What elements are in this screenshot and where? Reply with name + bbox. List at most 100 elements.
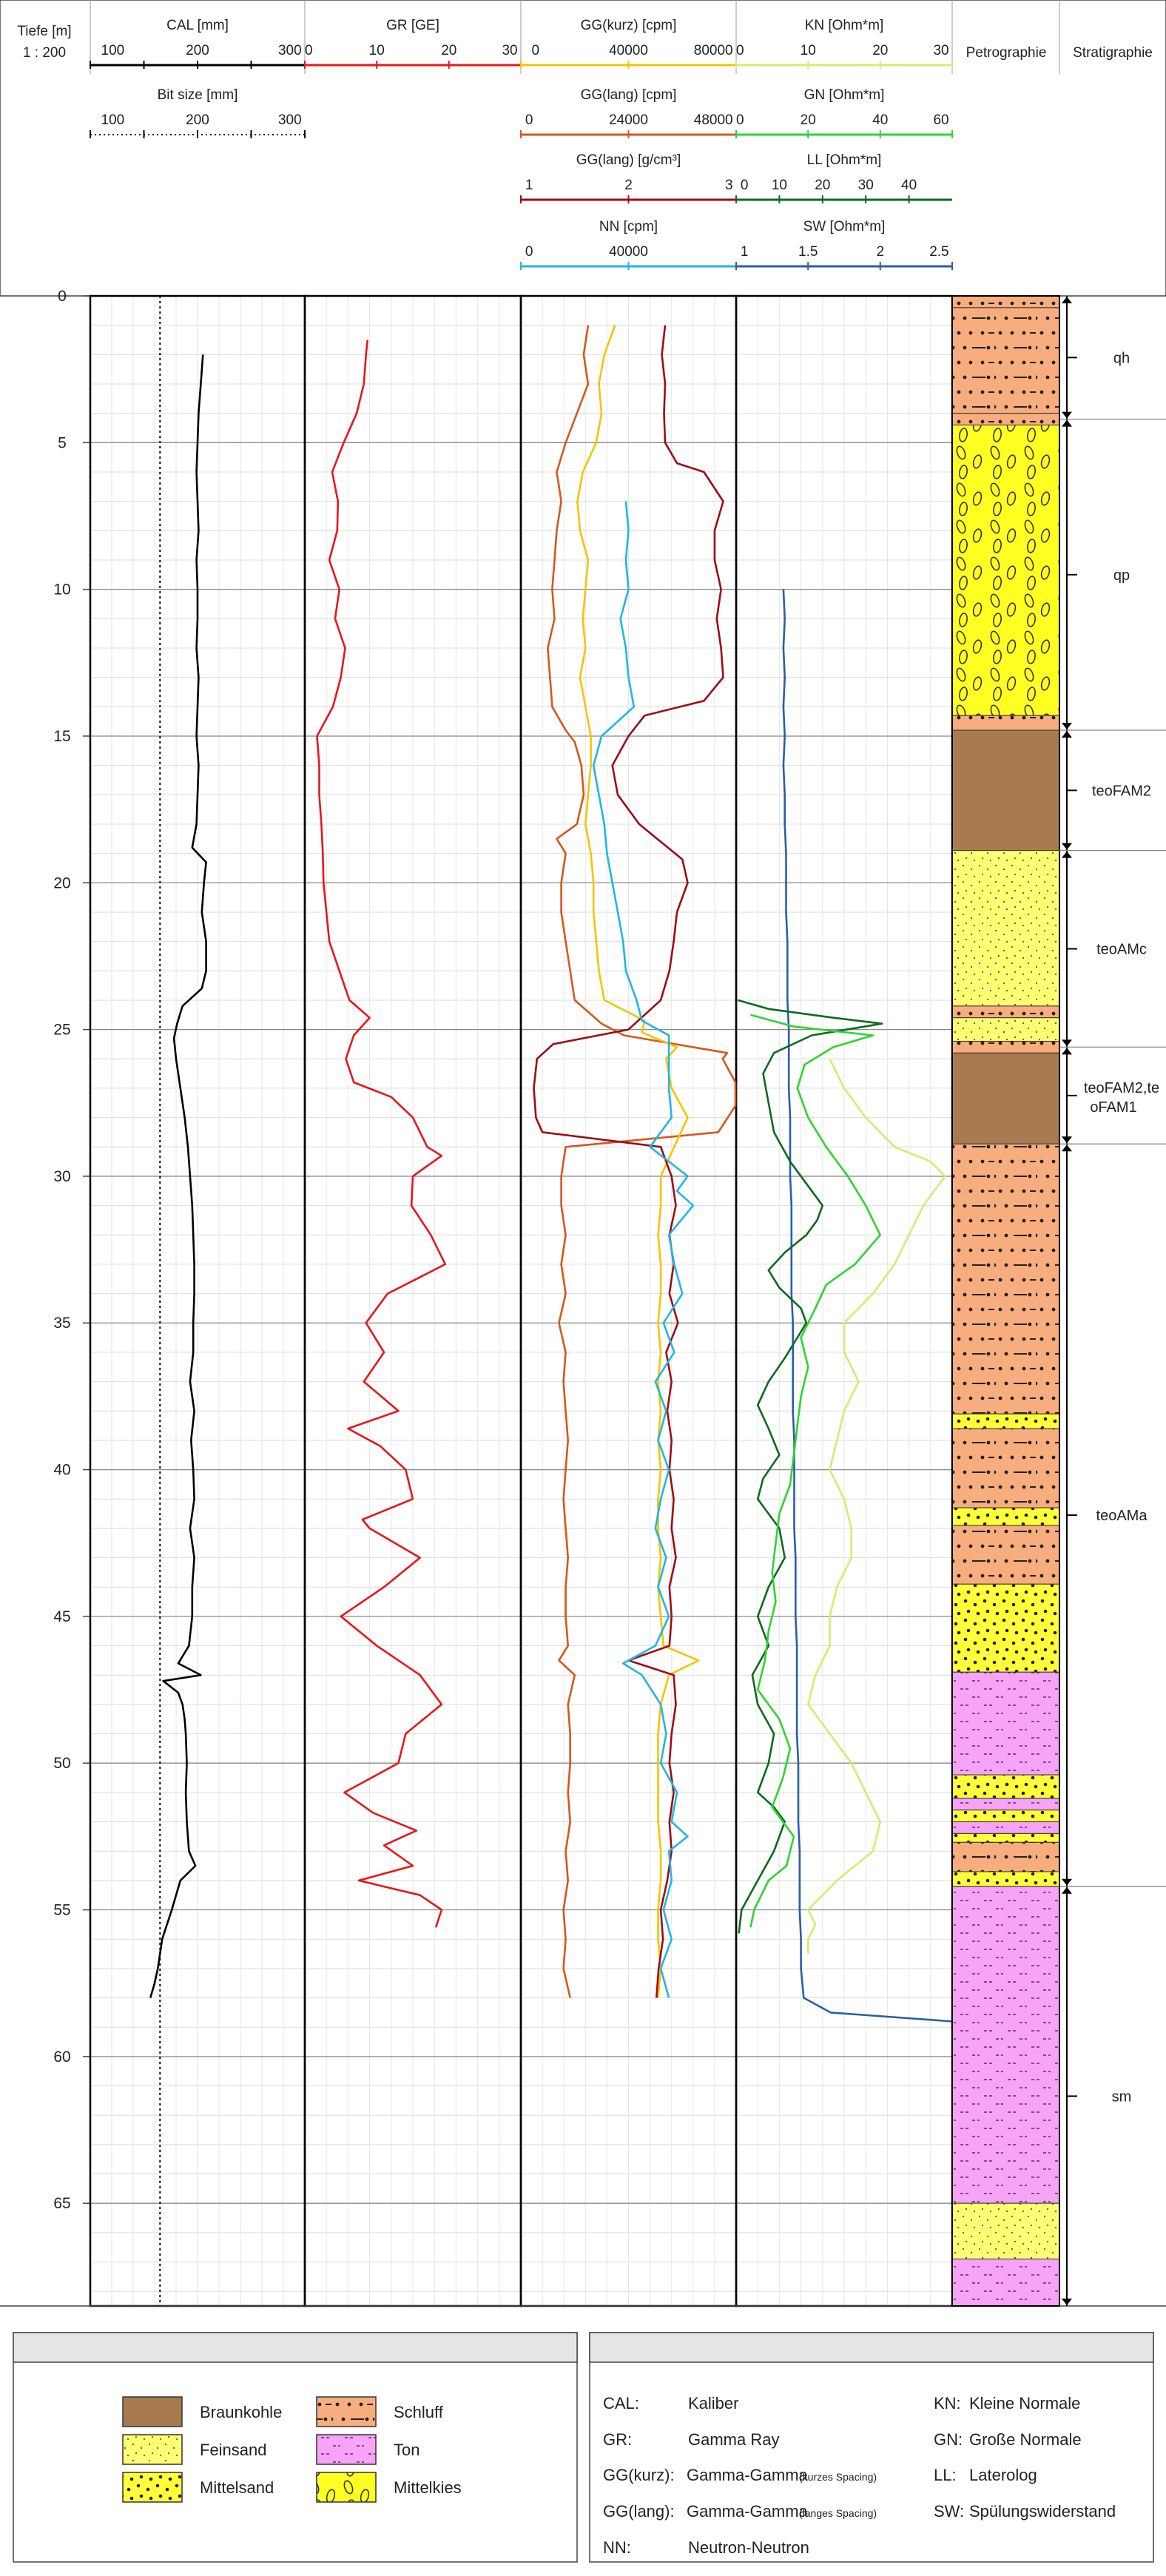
lithology-ton: [951, 1886, 1060, 2204]
lithology-schluff: [951, 1841, 1060, 1872]
legend-curve-abbr: GR:: [603, 2430, 632, 2449]
scale-tick-label-ll: 10: [772, 178, 787, 193]
lithology-schluff: [951, 1040, 1060, 1053]
header-frame: [0, 0, 1166, 297]
lithology-ton: [951, 2259, 1060, 2307]
legend-curves-box: [589, 2332, 1154, 2563]
curve-gg-lang-g-cm-: [533, 325, 724, 1998]
scale-tick-label-ggl: 24000: [609, 112, 648, 128]
lithology-feinsand: [951, 850, 1060, 1007]
curve-cal: [149, 354, 207, 1998]
legend-curve-note: (kurzes Spacing): [799, 2471, 877, 2483]
scale-tick-label-sw: 2: [876, 244, 884, 260]
stratigraphy-label: qh: [1113, 350, 1130, 366]
depth-tick-label: 20: [53, 874, 70, 891]
scale-gn: GN [Ohm*m] 0 20 40 60: [735, 87, 953, 138]
scale-title-kn: KN [Ohm*m]: [805, 18, 884, 33]
scale-tick-label-ggk: 0: [532, 43, 540, 58]
legend-swatch-schluff: [316, 2396, 377, 2427]
legend-curve-name: Kaliber: [688, 2394, 738, 2413]
legend-curve-abbr: KN:: [934, 2394, 961, 2413]
scale-tick-label-bit: 200: [186, 112, 209, 128]
depth-tick-label: 25: [53, 1022, 70, 1039]
scale-tick-label-nn: 40000: [609, 244, 648, 260]
boundary-arrow: [1062, 843, 1072, 850]
scale-tick-label-gn: 20: [801, 112, 816, 128]
boundary-arrow: [1062, 1144, 1072, 1152]
legend-lithology-header: [13, 2332, 578, 2363]
scale-tick-label-sw: 1: [741, 244, 749, 260]
legend-label-feinsand: Feinsand: [200, 2441, 267, 2459]
scale-tick-label-cal: 300: [278, 43, 302, 58]
stratigraphy-label: sm: [1112, 2088, 1132, 2105]
curve-gn: [749, 1014, 881, 1928]
boundary-arrow: [1062, 731, 1072, 738]
bottom-arrow: [1062, 2299, 1072, 2305]
lithology-mittelkies: [951, 425, 1060, 716]
petrographie-header: Petrographie: [966, 45, 1047, 61]
legend-label-ton: Ton: [394, 2441, 419, 2459]
scale-bit: Bit size [mm] 100 200 300: [90, 87, 306, 138]
legend-curve-name: Gamma Ray: [688, 2430, 779, 2449]
legend-curve-name: Neutron-Neutron: [688, 2538, 809, 2557]
boundary-arrow: [1062, 419, 1072, 427]
boundary-arrow: [1062, 1039, 1072, 1047]
lithology-feinsand: [951, 2202, 1060, 2260]
lithology-mittelsand: [951, 1774, 1060, 1799]
depth-tick-label: 45: [53, 1608, 70, 1625]
scale-tick-label-ggk: 40000: [609, 43, 648, 58]
legend-curve-name: Gamma-Gamma: [687, 2502, 809, 2521]
scale-title-nn: NN [cpm]: [599, 219, 658, 235]
scale-tick-label-ll: 40: [901, 178, 917, 193]
scale-tick-label-gn: 60: [933, 112, 948, 128]
scale-tick-label-ggk: 80000: [694, 43, 733, 58]
boundary-arrow: [1062, 1136, 1072, 1144]
depth-tick-label: 0: [58, 288, 67, 305]
stratigraphie-header: Stratigraphie: [1073, 45, 1153, 61]
lithology-ton: [951, 1798, 1060, 1811]
lithology-mittelsand: [951, 1810, 1060, 1823]
lithology-mittelsand: [951, 1413, 1060, 1429]
scale-tick-label-gr: 20: [441, 43, 456, 58]
lithology-schluff: [951, 295, 1060, 308]
scale-nn: NN [cpm] 0 40000: [520, 219, 737, 270]
legend-curve-abbr: SW:: [934, 2502, 964, 2521]
lithology-braunkohle: [951, 729, 1060, 852]
legend-curve-name: Gamma-Gamma: [687, 2466, 809, 2484]
legend: Braunkohle Schluff Feinsand Ton Mittelsand Mi…: [13, 2332, 1154, 2563]
scale-title-ggk: GG(kurz) [cpm]: [581, 18, 677, 33]
scale-kn: KN [Ohm*m] 0 10 20 30: [735, 18, 953, 69]
scale-tick-label-sw: 2.5: [929, 244, 948, 260]
legend-label-mittelkies: Mittelkies: [394, 2478, 462, 2497]
legend-curve-abbr: GG(kurz):: [603, 2466, 675, 2484]
scale-tick-label-ggd: 3: [725, 178, 733, 193]
curve-gr: [316, 340, 447, 1928]
legend-curve-name: Kleine Normale: [969, 2394, 1080, 2413]
lithology-schluff: [951, 1428, 1060, 1508]
legend-curve-abbr: GN:: [934, 2430, 963, 2449]
scale-tick-label-kn: 20: [872, 43, 888, 58]
scale-header-label: 1 : 200: [23, 45, 66, 61]
scale-tick-label-bit: 100: [101, 112, 125, 128]
legend-curve-abbr: NN:: [603, 2538, 631, 2557]
scale-tick-label-gn: 0: [736, 112, 744, 128]
lithology-schluff: [951, 307, 1060, 414]
lithology-mittelsand: [951, 1871, 1060, 1887]
scale-ll: LL [Ohm*m] 0 10 20 30 40: [735, 152, 952, 203]
legend-label-schluff: Schluff: [394, 2403, 444, 2421]
depth-header-label: Tiefe [m]: [17, 24, 71, 39]
legend-swatch-ton: [316, 2434, 377, 2465]
stratigraphy-label: teoFAM2: [1092, 783, 1151, 799]
legend-label-braunkohle: Braunkohle: [200, 2403, 282, 2421]
scale-title-sw: SW [Ohm*m]: [803, 219, 886, 235]
boundary-arrow: [1062, 1048, 1072, 1055]
boundary-arrow: [1062, 411, 1072, 419]
petrography-frame: [951, 295, 1060, 2307]
scale-tick-label-ggl: 0: [525, 112, 533, 128]
boundary-arrow: [1062, 723, 1072, 730]
scale-sw: SW [Ohm*m] 1 1.5 2 2.5: [735, 219, 953, 270]
legend-swatch-feinsand: [122, 2434, 183, 2465]
scale-title-cal: CAL [mm]: [166, 18, 229, 33]
lithology-braunkohle: [951, 1052, 1060, 1144]
